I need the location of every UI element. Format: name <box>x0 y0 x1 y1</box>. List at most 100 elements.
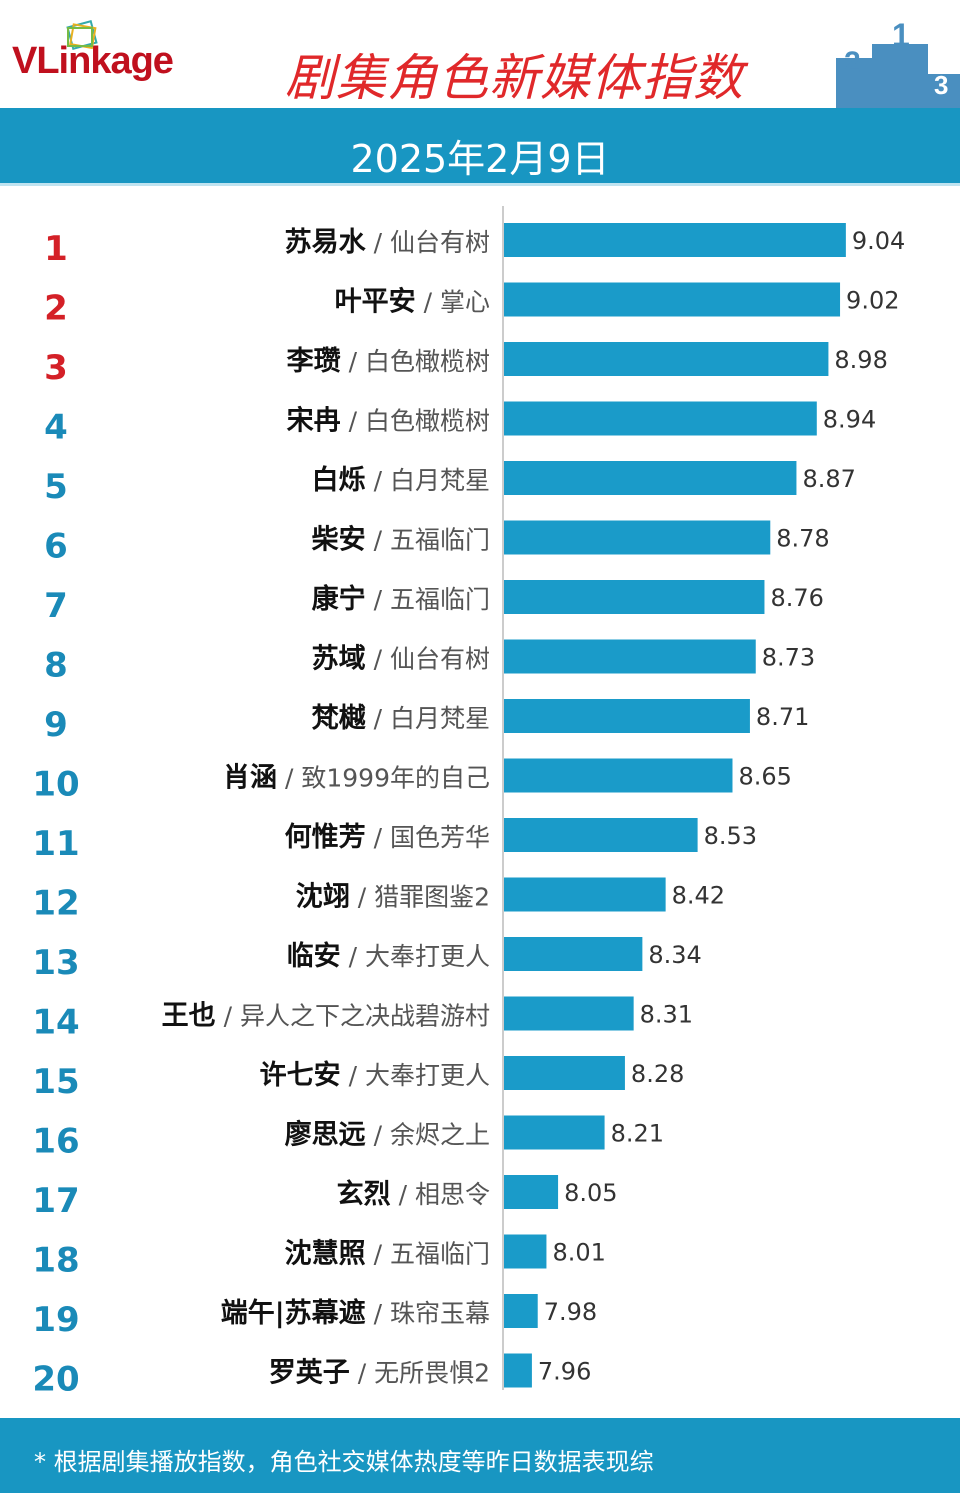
category-label: 梵樾 / 白月梵星 <box>312 703 490 734</box>
role-name: 端午|苏幕遮 <box>221 1297 366 1329</box>
bar <box>504 461 797 495</box>
category-label: 玄烈 / 相思令 <box>337 1178 490 1210</box>
ranking-chart: 1 苏易水 / 仙台有树 9.04 2 叶平安 / 掌心 9.02 3 李瓒 / 白色橄榄树 8… <box>32 206 905 1400</box>
value-label: 8.73 <box>762 644 815 672</box>
rank-label: 17 <box>32 1181 79 1221</box>
bar <box>504 996 634 1031</box>
role-name: 沈翊 <box>296 882 350 913</box>
category-label: 许七安 / 大奉打更人 <box>260 1060 490 1091</box>
rank-label: 10 <box>32 765 79 805</box>
rank-label: 6 <box>44 527 68 567</box>
value-label: 8.53 <box>704 822 757 850</box>
rank-label: 3 <box>44 348 68 388</box>
role-name: 叶平安 <box>335 287 416 318</box>
category-label: 沈慧照 / 五福临门 <box>285 1239 490 1270</box>
drama-name: / 国色芳华 <box>366 823 490 852</box>
rank-label: 20 <box>32 1360 79 1400</box>
drama-name: / 白色橄榄树 <box>341 347 490 376</box>
bar <box>504 1294 538 1328</box>
value-label: 8.94 <box>823 406 876 434</box>
value-label: 9.02 <box>846 287 899 315</box>
bar <box>504 282 841 317</box>
category-label: 肖涵 / 致1999年的自己 <box>223 763 490 794</box>
drama-name: / 相思令 <box>391 1180 490 1209</box>
category-label: 白烁 / 白月梵星 <box>312 464 490 496</box>
role-name: 沈慧照 <box>285 1239 366 1270</box>
drama-name: / 五福临门 <box>366 1240 490 1269</box>
value-label: 8.76 <box>770 584 823 612</box>
bar <box>504 1234 547 1269</box>
category-label: 端午|苏幕遮 / 珠帘玉幕 <box>221 1297 490 1329</box>
rank-label: 7 <box>44 586 68 626</box>
bar <box>504 1115 605 1150</box>
logo-mark-icon <box>66 20 98 50</box>
category-label: 廖思远 / 余烬之上 <box>285 1119 490 1151</box>
rank-label: 14 <box>32 1003 79 1043</box>
category-label: 沈翊 / 猎罪图鉴2 <box>296 882 490 913</box>
rank-label: 1 <box>44 229 68 269</box>
bar <box>504 1056 625 1090</box>
rank-label: 16 <box>32 1122 79 1162</box>
svg-text:3: 3 <box>934 70 948 100</box>
footer-band: * 根据剧集播放指数，角色社交媒体热度等昨日数据表现综 <box>0 1418 960 1493</box>
drama-name: / 珠帘玉幕 <box>366 1299 490 1328</box>
value-label: 8.78 <box>776 525 829 553</box>
role-name: 何惟芳 <box>285 822 366 853</box>
drama-name: / 大奉打更人 <box>341 942 490 971</box>
role-name: 王也 <box>162 1001 216 1032</box>
drama-name: / 五福临门 <box>366 526 490 555</box>
value-label: 8.28 <box>631 1060 684 1088</box>
role-name: 罗英子 <box>269 1358 350 1389</box>
role-name: 苏域 <box>312 644 366 675</box>
bar <box>504 699 750 733</box>
value-label: 8.31 <box>640 1001 693 1029</box>
drama-name: / 白月梵星 <box>366 466 490 495</box>
rank-label: 9 <box>44 705 68 745</box>
value-label: 8.05 <box>564 1179 617 1207</box>
bar <box>504 401 817 436</box>
role-name: 李瓒 <box>286 346 341 377</box>
date-band: 2025年2月9日 <box>0 108 960 186</box>
category-label: 临安 / 大奉打更人 <box>287 940 490 972</box>
drama-name: / 五福临门 <box>366 585 490 614</box>
bar <box>504 877 666 912</box>
value-label: 8.34 <box>648 941 701 969</box>
category-label: 王也 / 异人之下之决战碧游村 <box>162 1001 490 1032</box>
value-label: 8.42 <box>672 882 725 910</box>
svg-text:2: 2 <box>844 46 861 79</box>
value-label: 8.71 <box>756 703 809 731</box>
category-label: 柴安 / 五福临门 <box>312 525 490 556</box>
category-label: 康宁 / 五福临门 <box>312 583 490 615</box>
drama-name: / 猎罪图鉴2 <box>350 883 490 912</box>
drama-name: / 掌心 <box>416 288 490 317</box>
rank-label: 8 <box>44 646 68 686</box>
drama-name: / 异人之下之决战碧游村 <box>216 1002 490 1031</box>
drama-name: / 白色橄榄树 <box>341 407 490 436</box>
role-name: 柴安 <box>312 525 366 556</box>
category-label: 宋冉 / 白色橄榄树 <box>287 406 490 437</box>
value-label: 7.96 <box>538 1358 591 1386</box>
bar <box>504 223 846 257</box>
drama-name: / 余烬之上 <box>366 1121 490 1150</box>
bar <box>504 520 771 555</box>
value-label: 8.87 <box>802 465 855 493</box>
role-name: 临安 <box>287 940 341 972</box>
rank-label: 18 <box>32 1241 79 1281</box>
rank-label: 19 <box>32 1300 79 1340</box>
rank-label: 4 <box>44 408 68 448</box>
drama-name: / 大奉打更人 <box>341 1061 490 1090</box>
value-label: 8.98 <box>834 346 887 374</box>
drama-name: / 白月梵星 <box>366 704 490 733</box>
category-label: 李瓒 / 白色橄榄树 <box>286 346 490 377</box>
role-name: 苏易水 <box>285 227 367 258</box>
bar <box>504 758 733 793</box>
category-label: 何惟芳 / 国色芳华 <box>285 822 490 853</box>
value-label: 7.98 <box>544 1298 597 1326</box>
bar <box>504 580 765 614</box>
podium-icon: 2 1 3 <box>836 18 960 108</box>
category-label: 苏易水 / 仙台有树 <box>285 227 490 258</box>
rank-label: 11 <box>32 824 79 864</box>
role-name: 肖涵 <box>223 763 277 794</box>
category-label: 苏域 / 仙台有树 <box>312 644 490 675</box>
value-label: 9.04 <box>852 227 905 255</box>
